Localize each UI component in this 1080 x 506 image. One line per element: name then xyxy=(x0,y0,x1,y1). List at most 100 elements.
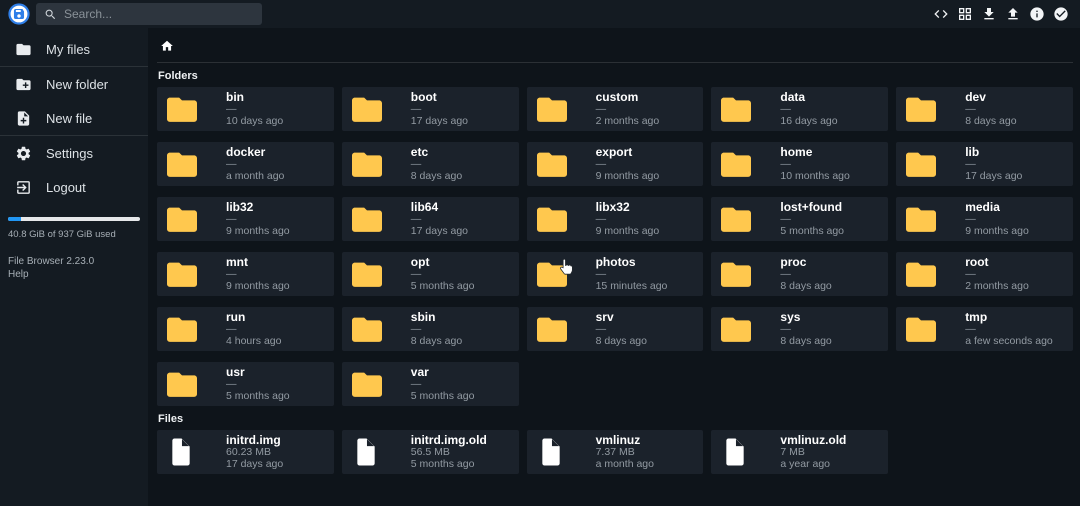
upload-button[interactable] xyxy=(1001,2,1025,26)
folder-modified-time: 10 days ago xyxy=(226,114,284,127)
folder-card-text: photos — 15 minutes ago xyxy=(596,256,668,292)
folder-card[interactable]: tmp — a few seconds ago xyxy=(896,307,1073,351)
folder-name: opt xyxy=(410,255,430,269)
folder-icon xyxy=(534,94,570,124)
folder-card[interactable]: run — 4 hours ago xyxy=(157,307,334,351)
file-card-text: vmlinuz.old 7 MB a year ago xyxy=(780,434,846,470)
folder-icon xyxy=(903,94,939,124)
folder-modified-time: 9 months ago xyxy=(595,224,660,237)
folder-modified-time: 5 months ago xyxy=(410,279,475,292)
folder-card-text: dev — 8 days ago xyxy=(965,91,1016,127)
folder-card[interactable]: boot — 17 days ago xyxy=(341,87,519,131)
folder-card-text: tmp — a few seconds ago xyxy=(965,311,1053,347)
info-button[interactable] xyxy=(1025,2,1049,26)
download-icon xyxy=(984,8,994,20)
folder-name: libx32 xyxy=(595,200,630,214)
folder-card[interactable]: usr — 5 months ago xyxy=(157,362,334,406)
help-link[interactable]: Help xyxy=(8,269,29,280)
folder-icon xyxy=(718,94,754,124)
breadcrumb-home-button[interactable] xyxy=(160,39,174,53)
folder-size: — xyxy=(780,158,791,170)
folder-card[interactable]: opt — 5 months ago xyxy=(341,252,519,296)
file-modified-time: 17 days ago xyxy=(226,457,284,470)
file-card[interactable]: vmlinuz.old 7 MB a year ago xyxy=(711,430,889,474)
folder-icon xyxy=(903,259,939,289)
folder-card[interactable]: media — 9 months ago xyxy=(896,197,1073,241)
header-bar xyxy=(0,0,1080,28)
search-bar[interactable] xyxy=(36,3,262,25)
usage-text: 40.8 GiB of 937 GiB used xyxy=(8,229,116,240)
folder-card[interactable]: dev — 8 days ago xyxy=(896,87,1073,131)
folder-size: — xyxy=(410,323,422,335)
grid-view-button[interactable] xyxy=(953,2,977,26)
folder-card-text: proc — 8 days ago xyxy=(780,256,831,292)
sidebar-item-new-folder[interactable]: New folder xyxy=(0,67,148,101)
folder-card[interactable]: lib64 — 17 days ago xyxy=(341,197,519,241)
settings-gear-icon xyxy=(16,146,31,160)
code-view-button[interactable] xyxy=(929,2,953,26)
folder-icon xyxy=(534,149,570,179)
folder-size: — xyxy=(595,158,607,170)
folder-card[interactable]: srv — 8 days ago xyxy=(526,307,704,351)
search-input[interactable] xyxy=(64,7,254,21)
folder-card-text: boot — 17 days ago xyxy=(411,91,468,127)
file-card[interactable]: vmlinuz 7.37 MB a month ago xyxy=(526,430,704,474)
folder-card-text: export — 9 months ago xyxy=(596,146,660,182)
folder-card[interactable]: docker — a month ago xyxy=(157,142,334,186)
folder-card[interactable]: custom — 2 months ago xyxy=(526,87,704,131)
sidebar-divider xyxy=(0,135,148,136)
folder-card[interactable]: home — 10 months ago xyxy=(711,142,889,186)
folder-name: export xyxy=(595,145,633,159)
folder-modified-time: a month ago xyxy=(226,169,285,182)
folder-name: mnt xyxy=(226,255,248,269)
folder-card[interactable]: etc — 8 days ago xyxy=(341,142,519,186)
folder-modified-time: 2 months ago xyxy=(595,114,660,127)
folder-card[interactable]: export — 9 months ago xyxy=(526,142,704,186)
sidebar-item-settings[interactable]: Settings xyxy=(0,136,148,170)
folder-card[interactable]: lost+found — 5 months ago xyxy=(711,197,889,241)
folder-size: — xyxy=(410,103,422,115)
file-icon xyxy=(534,436,570,468)
folder-modified-time: 10 months ago xyxy=(780,169,850,182)
file-card[interactable]: initrd.img 60.23 MB 17 days ago xyxy=(157,430,334,474)
search-icon xyxy=(45,9,56,19)
folder-card[interactable]: sys — 8 days ago xyxy=(711,307,889,351)
select-multiple-button[interactable] xyxy=(1049,2,1073,26)
file-icon xyxy=(164,436,200,468)
folder-name: docker xyxy=(226,145,266,159)
folder-modified-time: 5 months ago xyxy=(226,389,290,402)
folder-card[interactable]: data — 16 days ago xyxy=(711,87,889,131)
folder-name: lib64 xyxy=(410,200,439,214)
sidebar-item-label: New folder xyxy=(46,76,109,92)
folder-size: — xyxy=(226,323,237,335)
folder-card-text: srv — 8 days ago xyxy=(596,311,647,347)
folder-modified-time: 9 months ago xyxy=(226,279,290,292)
folder-icon xyxy=(534,204,570,234)
folder-card[interactable]: photos — 15 minutes ago xyxy=(526,252,704,296)
sidebar-item-my-files[interactable]: My files xyxy=(0,32,148,66)
folder-card-text: mnt — 9 months ago xyxy=(226,256,290,292)
folder-size: — xyxy=(965,268,976,280)
folder-card[interactable]: var — 5 months ago xyxy=(341,362,519,406)
file-card[interactable]: initrd.img.old 56.5 MB 5 months ago xyxy=(341,430,519,474)
sidebar-item-logout[interactable]: Logout xyxy=(0,170,148,204)
folder-card[interactable]: mnt — 9 months ago xyxy=(157,252,334,296)
folder-card[interactable]: lib — 17 days ago xyxy=(896,142,1073,186)
grid-view-icon xyxy=(959,8,971,20)
sidebar-item-label: My files xyxy=(46,41,91,57)
folder-name: usr xyxy=(226,365,245,379)
download-button[interactable] xyxy=(977,2,1001,26)
folder-card[interactable]: proc — 8 days ago xyxy=(711,252,889,296)
folder-card[interactable]: lib32 — 9 months ago xyxy=(157,197,334,241)
file-icon xyxy=(718,436,754,468)
folder-modified-time: 8 days ago xyxy=(780,279,832,292)
folder-icon xyxy=(903,149,939,179)
folder-card[interactable]: libx32 — 9 months ago xyxy=(526,197,704,241)
folder-card[interactable]: bin — 10 days ago xyxy=(157,87,334,131)
sidebar-item-new-file[interactable]: New file xyxy=(0,101,148,135)
folder-icon xyxy=(349,149,385,179)
folder-icon xyxy=(164,314,200,344)
folder-card[interactable]: root — 2 months ago xyxy=(896,252,1073,296)
file-name: vmlinuz xyxy=(595,433,641,447)
folder-card[interactable]: sbin — 8 days ago xyxy=(341,307,519,351)
